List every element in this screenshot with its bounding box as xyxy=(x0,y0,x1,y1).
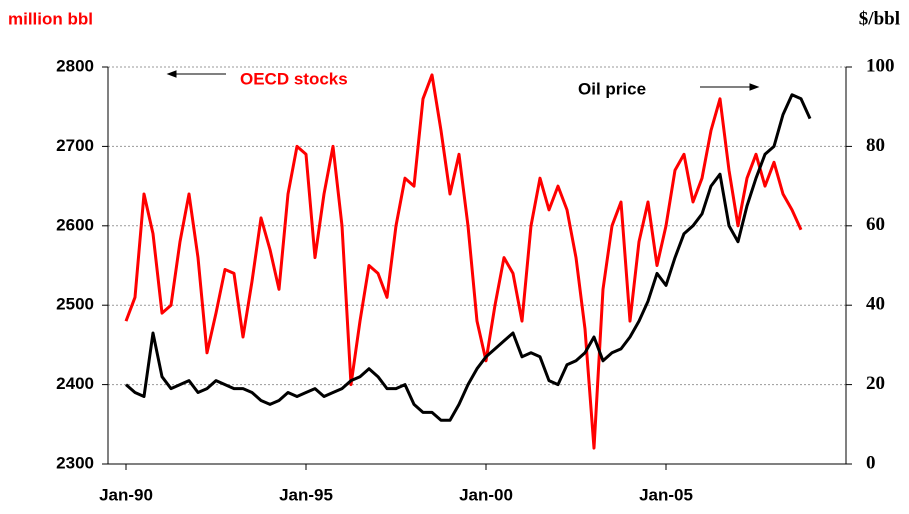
annotation: Oil price xyxy=(578,79,646,98)
y-tick-label: 2700 xyxy=(56,136,94,155)
y-axis-label: million bbl xyxy=(8,9,93,28)
arrow xyxy=(700,83,760,91)
y-tick-label: 2300 xyxy=(56,453,94,472)
y-tick-label: 2600 xyxy=(56,215,94,234)
arrow xyxy=(166,70,226,78)
y2-axis-label: $/bbl xyxy=(859,8,900,29)
y2-tick-label: 80 xyxy=(866,135,885,156)
x-tick-label: Jan-90 xyxy=(99,485,153,504)
y-tick-label: 2500 xyxy=(56,295,94,314)
y-tick-label: 2400 xyxy=(56,374,94,393)
y2-tick-label: 0 xyxy=(866,452,876,473)
x-tick-label: Jan-00 xyxy=(459,485,513,504)
line xyxy=(124,73,803,450)
y2-tick-label: 100 xyxy=(866,55,895,76)
y-tick-label: 2800 xyxy=(56,56,94,75)
annotation: OECD stocks xyxy=(240,69,348,88)
x-tick-label: Jan-95 xyxy=(279,485,333,504)
y2-tick-label: 60 xyxy=(866,214,885,235)
x-tick-label: Jan-05 xyxy=(639,485,693,504)
y2-tick-label: 40 xyxy=(866,294,885,315)
line xyxy=(125,93,812,422)
y2-tick-label: 20 xyxy=(866,373,885,394)
